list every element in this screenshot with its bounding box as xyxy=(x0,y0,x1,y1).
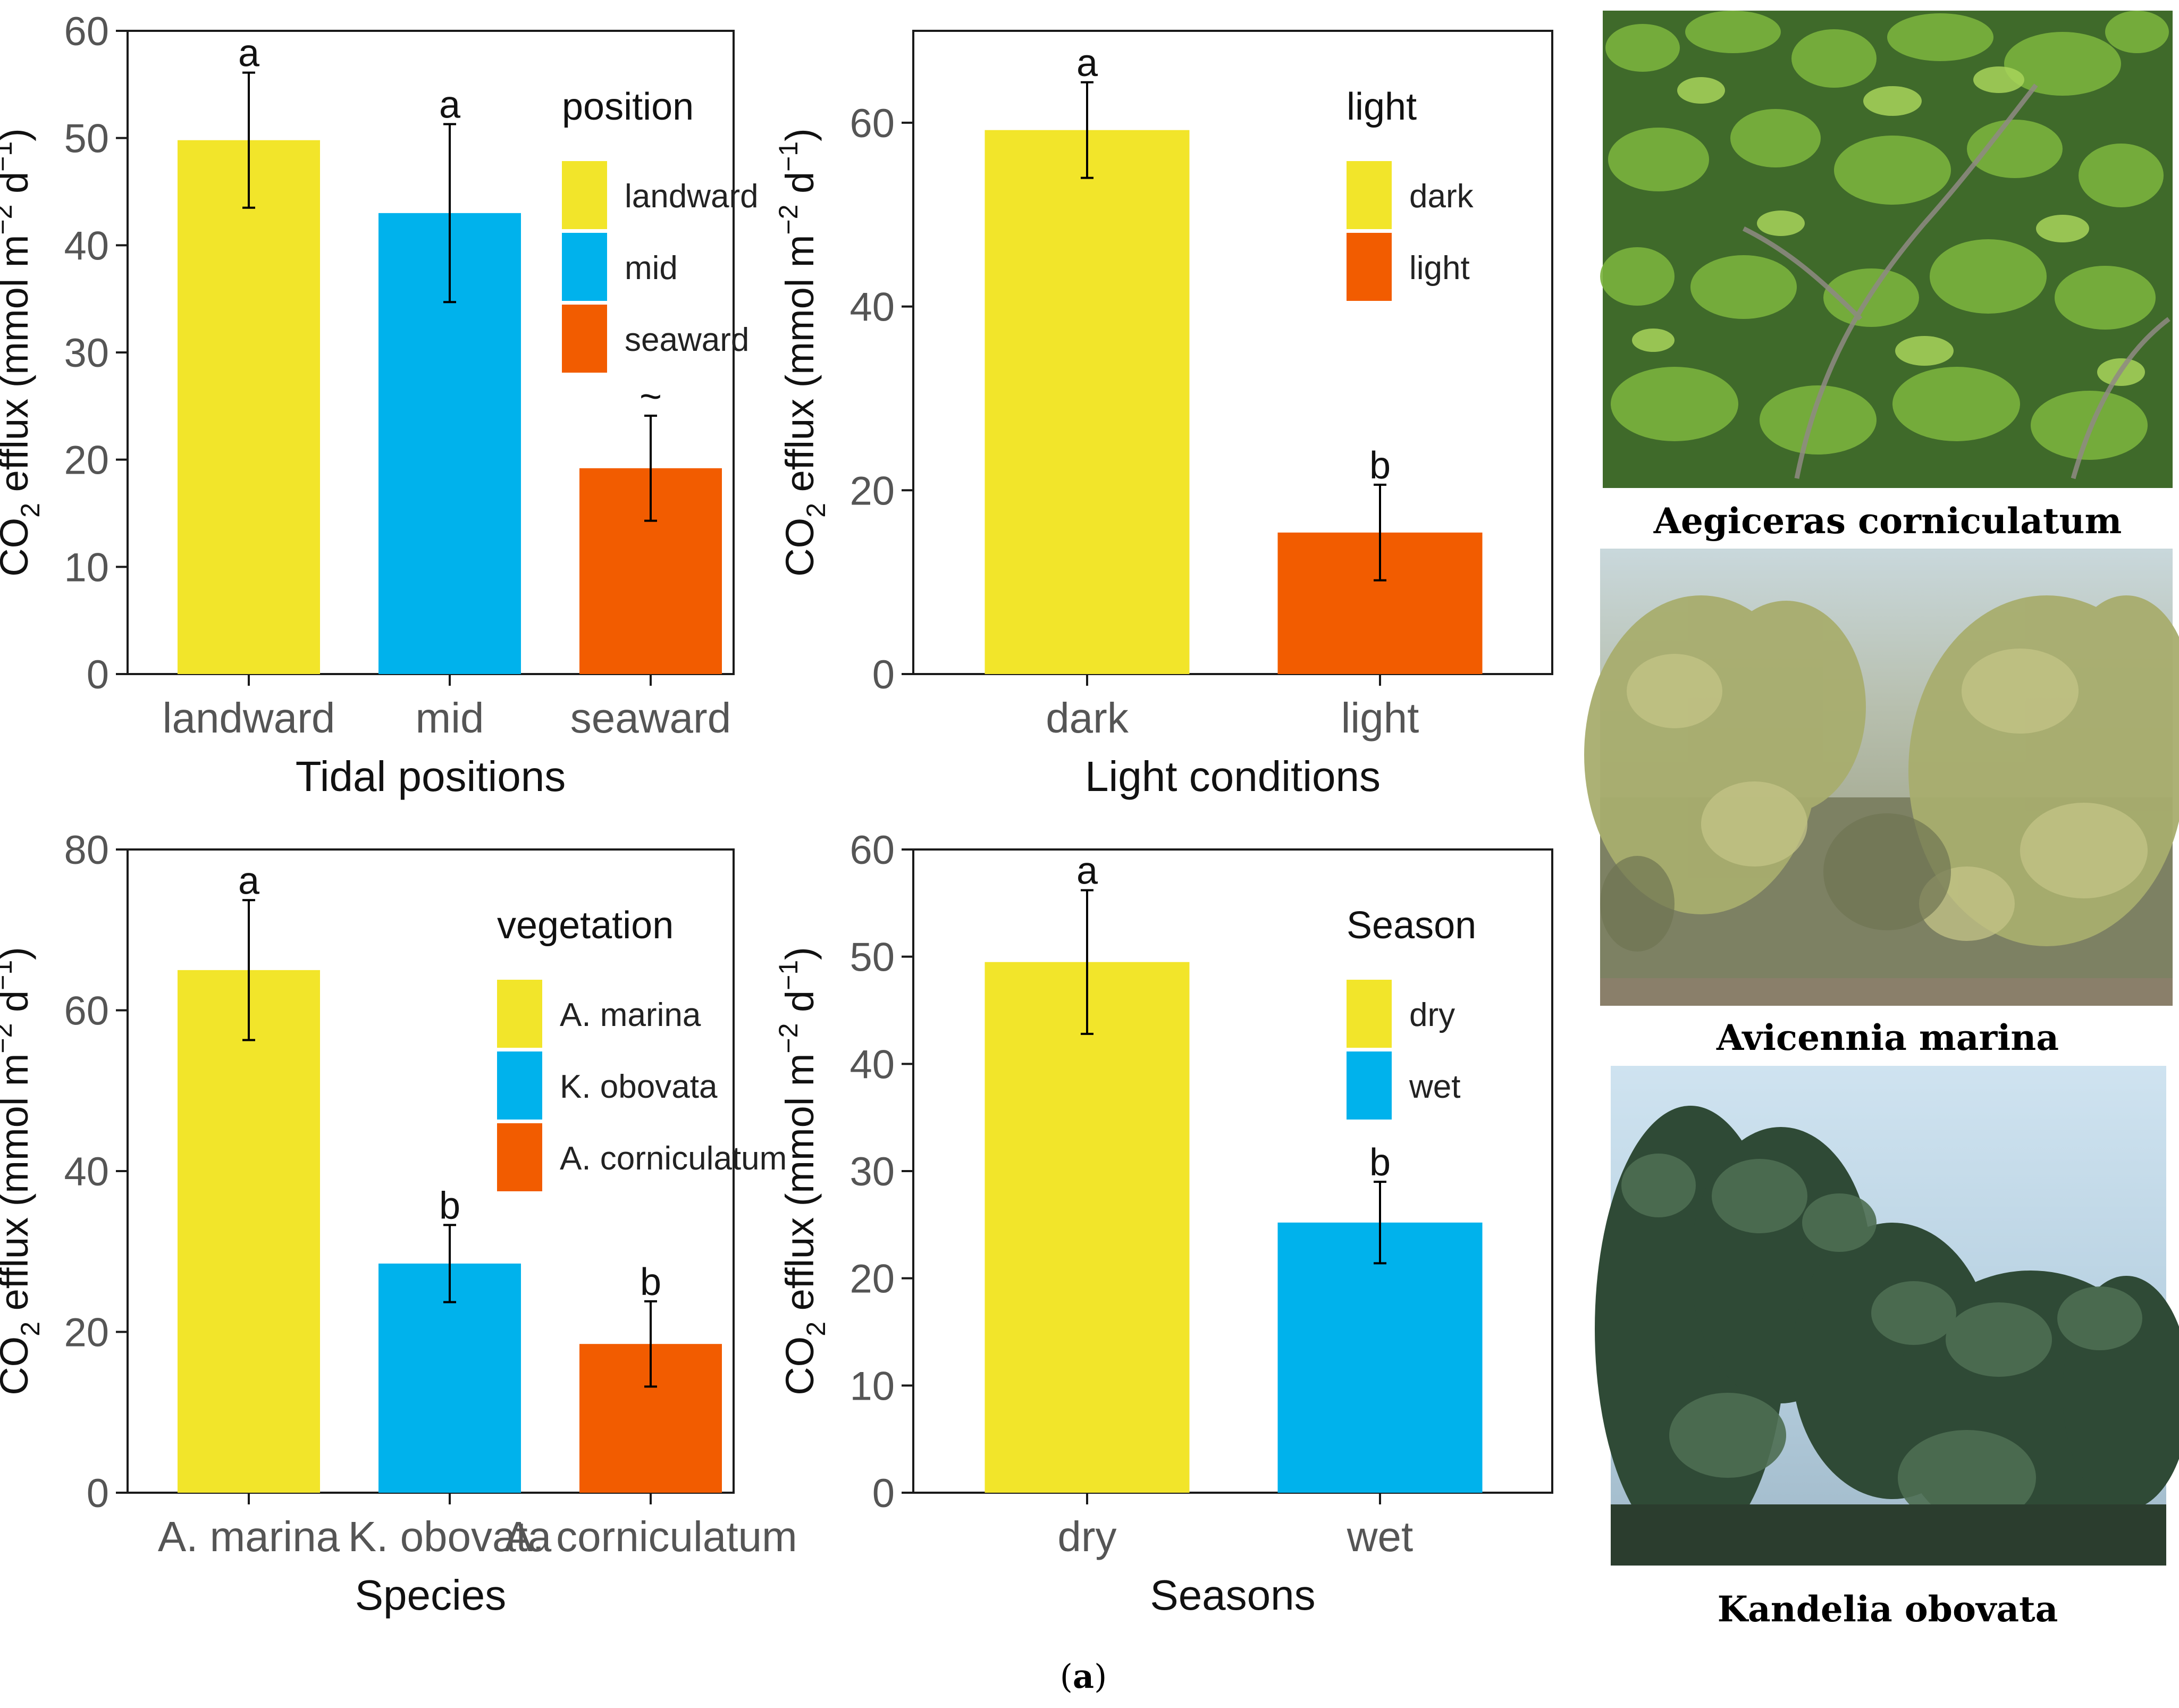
x-tick-label: dark xyxy=(1046,694,1129,742)
y-axis-title: CO2 efflux (mmol m−2 d−1) xyxy=(0,128,45,577)
x-tick-label: mid xyxy=(416,694,484,742)
x-axis-title: Light conditions xyxy=(1085,753,1381,800)
legend: vegetation A. marina K. obovata A. cornicul… xyxy=(497,904,787,1191)
legend-entry: mid xyxy=(625,250,678,287)
y-tick-label: 20 xyxy=(849,468,895,514)
y-tick-label: 40 xyxy=(849,1042,895,1087)
x-tick-label: K. obovata xyxy=(348,1513,552,1560)
y-tick-label: 20 xyxy=(849,1257,895,1302)
significance-letter: a xyxy=(1076,850,1098,893)
chart-2: 0 20 40 60 CO2 efflux (mmol m−2 d−1) a dark b li… xyxy=(773,30,1553,800)
x-tick-label: landward xyxy=(163,694,335,742)
legend-swatch xyxy=(497,980,542,1048)
y-tick-label: 60 xyxy=(849,101,895,146)
y-axis-title: CO2 efflux (mmol m−2 d−1) xyxy=(773,947,831,1395)
y-tick-label: 0 xyxy=(87,1471,109,1516)
y-tick-label: 60 xyxy=(849,828,895,873)
legend-title: light xyxy=(1347,86,1417,128)
x-axis-title: Seasons xyxy=(1150,1571,1315,1619)
significance-letter: a xyxy=(1076,42,1098,85)
legend-entry: A. marina xyxy=(560,997,701,1033)
y-tick-label: 80 xyxy=(64,828,109,873)
bar-a-marina xyxy=(178,970,320,1493)
photo-caption-avicennia: Avicennia marina xyxy=(1716,1017,2059,1058)
x-tick-label: seaward xyxy=(570,694,731,742)
y-tick-label: 0 xyxy=(87,652,109,697)
legend: light dark light xyxy=(1347,86,1474,301)
x-tick-label: dry xyxy=(1057,1513,1116,1560)
legend-entry: A. corniculatum xyxy=(560,1140,787,1177)
photo-caption-kandelia: Kandelia obovata xyxy=(1718,1588,2058,1630)
significance-letter: b xyxy=(640,1261,661,1303)
significance-letter: b xyxy=(1369,444,1391,487)
legend-title: vegetation xyxy=(497,904,674,947)
y-tick-label: 40 xyxy=(849,285,895,330)
chart-4: 0 10 20 30 40 50 60 CO2 efflux (mmol m−2 d−1) a d… xyxy=(773,828,1553,1619)
legend: Season dry wet xyxy=(1347,904,1476,1120)
legend-entry: light xyxy=(1409,250,1470,287)
legend-entry: seaward xyxy=(625,322,749,358)
bar-dark xyxy=(985,130,1190,674)
plot-frame xyxy=(912,30,1553,675)
y-tick-label: 30 xyxy=(849,1149,895,1194)
legend-title: Season xyxy=(1347,904,1476,947)
significance-letter: b xyxy=(439,1184,460,1227)
chart-1: 0 10 20 30 40 50 60 CO2 efflux (mmol m−2 d−1) a l… xyxy=(0,9,759,800)
y-tick-label: 50 xyxy=(849,935,895,980)
legend-entry: wet xyxy=(1409,1068,1460,1105)
photo-kandelia xyxy=(1595,1066,2179,1566)
legend-swatch xyxy=(1347,233,1392,301)
y-tick-label: 0 xyxy=(872,652,895,697)
photo-caption-aegiceras: Aegiceras corniculatum xyxy=(1653,500,2122,542)
legend-swatch xyxy=(562,305,607,373)
legend-swatch xyxy=(497,1123,542,1191)
photo-avicennia xyxy=(1584,549,2179,1006)
photo-aegiceras xyxy=(1600,11,2173,488)
y-tick-label: 10 xyxy=(64,545,109,590)
x-axis-title: Tidal positions xyxy=(296,753,566,800)
y-tick-label: 40 xyxy=(64,1149,109,1194)
legend-entry: dry xyxy=(1409,997,1455,1033)
legend-swatch xyxy=(1347,980,1392,1048)
y-tick-label: 20 xyxy=(64,1310,109,1356)
panel-label: (a) xyxy=(1060,1657,1107,1696)
legend-entry: dark xyxy=(1409,178,1474,215)
x-axis-title: Species xyxy=(355,1571,507,1619)
y-axis-title: CO2 efflux (mmol m−2 d−1) xyxy=(773,128,831,577)
y-tick-label: 20 xyxy=(64,438,109,483)
legend-entry: landward xyxy=(625,178,759,215)
y-tick-label: 30 xyxy=(64,331,109,376)
panel-label-letter: a xyxy=(1073,1657,1094,1696)
significance-letter: a xyxy=(439,83,461,126)
x-tick-label: wet xyxy=(1347,1513,1414,1560)
y-tick-label: 40 xyxy=(64,223,109,268)
x-tick-label: light xyxy=(1341,694,1419,742)
significance-letter: b xyxy=(1369,1141,1391,1184)
y-tick-label: 50 xyxy=(64,116,109,162)
bar-wet xyxy=(1277,1222,1483,1493)
legend: position landward mid seaward xyxy=(562,86,759,373)
y-tick-label: 0 xyxy=(872,1471,895,1516)
legend-entry: K. obovata xyxy=(560,1068,718,1105)
legend-swatch xyxy=(562,161,607,229)
y-tick-label: 60 xyxy=(64,989,109,1034)
legend-swatch xyxy=(1347,161,1392,229)
significance-letter: a xyxy=(238,860,260,902)
y-tick-label: 10 xyxy=(849,1364,895,1409)
x-tick-label: A. marina xyxy=(158,1513,340,1560)
x-tick-label: A. corniculatum xyxy=(504,1513,797,1560)
y-axis-title: CO2 efflux (mmol m−2 d−1) xyxy=(0,947,45,1395)
bar-landward xyxy=(178,140,320,674)
legend-swatch xyxy=(497,1051,542,1120)
legend-swatch xyxy=(1347,1051,1392,1120)
y-tick-label: 60 xyxy=(64,9,109,54)
significance-letter: a xyxy=(238,32,260,75)
significance-letter: ~ xyxy=(640,375,662,418)
bar-dry xyxy=(985,962,1190,1493)
chart-3: 0 20 40 60 80 CO2 efflux (mmol m−2 d−1) a A. ma… xyxy=(0,828,797,1619)
legend-title: position xyxy=(562,86,694,128)
legend-swatch xyxy=(562,233,607,301)
